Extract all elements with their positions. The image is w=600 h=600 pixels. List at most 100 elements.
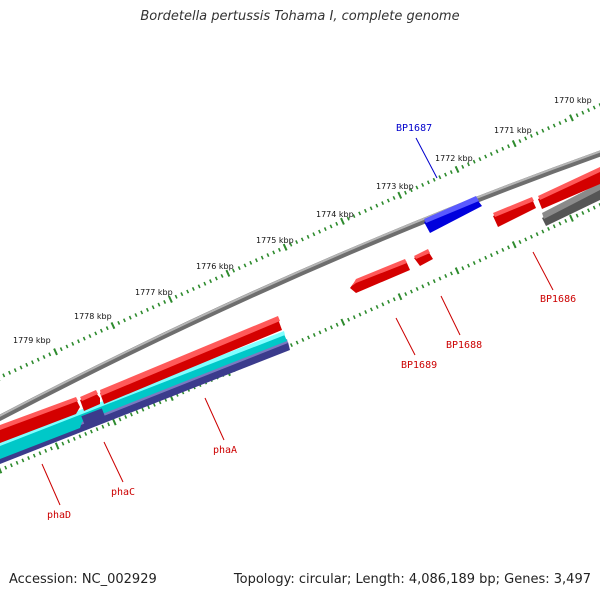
minor-tick: [163, 300, 167, 304]
minor-tick: [484, 154, 488, 159]
navy-small-box[interactable]: [81, 408, 106, 425]
minor-tick: [552, 123, 556, 128]
minor-tick: [243, 263, 247, 268]
gene-phaD-arrow[interactable]: [0, 397, 80, 443]
minor-tick: [592, 205, 596, 210]
minor-tick: [444, 172, 448, 177]
minor-tick: [501, 247, 505, 252]
minor-tick: [36, 357, 40, 362]
minor-tick: [541, 128, 545, 133]
minor-tick: [587, 108, 591, 113]
gene-label-BP1688: BP1688: [446, 340, 482, 351]
minor-tick: [346, 216, 350, 221]
minor-tick: [335, 322, 339, 327]
minor-tick: [461, 266, 465, 271]
minor-tick: [2, 373, 6, 378]
minor-tick: [209, 279, 213, 284]
minor-tick: [347, 317, 351, 322]
minor-tick: [329, 224, 333, 229]
minor-tick: [524, 136, 528, 141]
minor-tick: [21, 458, 25, 463]
minor-tick: [592, 105, 596, 110]
minor-tick: [426, 180, 430, 185]
major-tick: [225, 269, 231, 277]
topology-text: Topology: circular; Length: 4,086,189 bp…: [233, 572, 591, 587]
minor-tick: [432, 279, 436, 284]
major-tick: [397, 191, 403, 199]
minor-tick: [145, 307, 149, 312]
minor-tick: [197, 284, 201, 289]
minor-tick: [117, 320, 121, 325]
minor-tick: [358, 312, 362, 317]
minor-tick: [575, 213, 579, 218]
minor-tick: [141, 407, 145, 412]
minor-tick: [472, 261, 476, 265]
minor-tick: [312, 332, 316, 337]
minor-tick: [558, 121, 562, 126]
minor-tick: [4, 465, 8, 470]
gene-BP1687-arrow[interactable]: [424, 196, 482, 233]
minor-tick: [61, 441, 65, 446]
scale-label: 1774 kbp: [316, 210, 354, 219]
leader-phaD: [41, 463, 61, 506]
gene-phaC-arrow[interactable]: [80, 390, 100, 411]
minor-tick: [49, 446, 53, 451]
minor-tick: [174, 294, 178, 299]
minor-tick: [59, 347, 63, 352]
minor-tick: [369, 206, 373, 211]
map-title: Bordetella pertussis Tohama I, complete …: [140, 9, 460, 24]
minor-tick: [581, 110, 585, 115]
major-tick: [454, 267, 460, 275]
minor-tick: [472, 159, 476, 164]
scale-label: 1779 kbp: [13, 336, 51, 345]
minor-tick: [335, 221, 339, 226]
minor-tick: [220, 273, 224, 278]
minor-tick: [306, 234, 310, 239]
minor-tick: [421, 182, 425, 187]
gray-feature[interactable]: [542, 183, 600, 226]
minor-tick: [524, 237, 528, 242]
navy-feature[interactable]: [0, 339, 290, 464]
minor-tick: [478, 157, 482, 162]
minor-tick: [375, 203, 379, 208]
minor-tick: [547, 226, 551, 231]
minor-tick: [180, 292, 184, 297]
minor-tick: [444, 274, 448, 278]
minor-tick: [89, 429, 93, 434]
inner-tick-ring: [0, 203, 600, 474]
minor-tick: [381, 302, 385, 307]
major-tick: [54, 442, 60, 450]
leader-phaA: [204, 397, 225, 441]
minor-tick: [529, 234, 533, 239]
minor-tick: [575, 113, 579, 118]
minor-tick: [409, 188, 413, 193]
gene-label-BP1689: BP1689: [401, 360, 437, 371]
gene-BP1686-arrow-a[interactable]: [493, 197, 536, 227]
minor-tick: [438, 175, 442, 180]
minor-tick: [507, 144, 511, 149]
scale-label: 1775 kbp: [256, 236, 294, 245]
minor-tick: [352, 214, 356, 219]
minor-tick: [249, 260, 253, 265]
gene-labels: BP1687 BP1686 BP1688 BP1689 phaA phaC ph…: [47, 123, 576, 521]
major-tick: [511, 241, 517, 249]
minor-tick: [587, 208, 591, 213]
minor-tick: [32, 453, 36, 458]
minor-tick: [94, 331, 98, 336]
gene-label-phaC: phaC: [111, 487, 135, 498]
gene-BP1686-arrow-b[interactable]: [538, 167, 600, 209]
major-tick: [569, 214, 574, 222]
major-tick: [282, 243, 288, 251]
gene-phaA-arrow[interactable]: [100, 316, 282, 404]
minor-tick: [427, 281, 431, 286]
minor-tick: [535, 232, 539, 237]
gene-BP1689-arrow[interactable]: [350, 259, 410, 293]
gene-BP1688-arrow[interactable]: [414, 249, 433, 266]
minor-tick: [157, 302, 161, 307]
minor-tick: [415, 286, 419, 291]
minor-tick: [295, 340, 299, 345]
minor-tick: [438, 276, 442, 281]
minor-tick: [27, 456, 31, 461]
cyan-feature[interactable]: [0, 331, 287, 459]
minor-tick: [307, 335, 311, 340]
